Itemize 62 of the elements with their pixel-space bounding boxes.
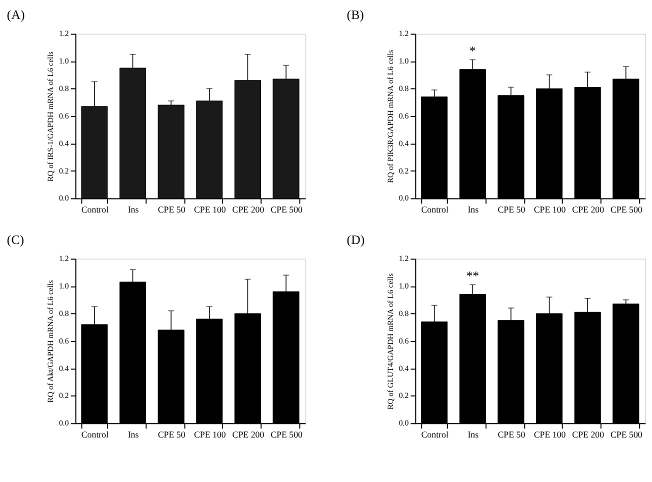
x-tick-label: CPE 200	[232, 430, 265, 440]
x-tick-label: Control	[421, 204, 449, 215]
y-tick-label: 0.4	[398, 138, 409, 148]
x-tick-label: CPE 100	[534, 430, 566, 440]
y-tick-label: 0.2	[58, 391, 69, 400]
y-tick-label: 0.8	[398, 84, 409, 94]
y-tick-label: 1.2	[58, 29, 69, 38]
x-tick-label: CPE 200	[232, 204, 265, 215]
chart-title: (B)	[346, 8, 364, 22]
y-tick-label: 1.2	[58, 254, 69, 264]
y-tick-label: 0.8	[58, 84, 69, 94]
y-tick-label: 0.0	[398, 194, 409, 203]
x-tick-label: Control	[421, 430, 449, 440]
y-tick-label: 0.2	[58, 166, 69, 176]
x-tick-label: CPE 500	[270, 204, 304, 215]
y-tick-label: 0.4	[58, 364, 69, 373]
x-tick-label: Ins	[468, 430, 480, 440]
x-tick-label: Ins	[128, 204, 140, 215]
y-axis-title: RQ of PIK3R/GAPDH mRNA of L6 cells	[386, 50, 395, 184]
y-tick-label: 0.8	[58, 308, 69, 318]
x-tick-label: Control	[81, 204, 110, 215]
y-axis-title: RQ of IRS-1/GAPDH mRNA of L6 cells	[46, 51, 56, 182]
chart-title: (A)	[6, 8, 25, 22]
y-tick-label: 1.0	[58, 282, 69, 291]
y-tick-label: 1.0	[398, 56, 409, 66]
x-tick-label: CPE 100	[534, 204, 566, 215]
y-tick-label: 0.2	[398, 166, 409, 176]
x-tick-label: CPE 500	[610, 430, 643, 440]
x-tick-label: CPE 50	[158, 430, 186, 440]
x-tick-label: CPE 50	[498, 430, 526, 440]
chart-title: (D)	[346, 232, 365, 247]
y-axis-title: RQ of Akt/GAPDH mRNA of L6 cells	[46, 280, 56, 403]
annotation: **	[466, 268, 480, 283]
chart-title: (C)	[6, 232, 24, 247]
y-tick-label: 0.2	[398, 391, 409, 400]
y-tick-label: 0.6	[398, 111, 409, 120]
y-tick-label: 0.0	[58, 418, 69, 428]
y-tick-label: 0.6	[58, 111, 69, 120]
y-tick-label: 1.0	[58, 56, 69, 66]
x-tick-label: CPE 200	[572, 430, 605, 440]
annotation: *	[469, 44, 476, 58]
y-axis-title: RQ of GLUT4/GAPDH mRNA of L6 cells	[386, 273, 395, 410]
y-tick-label: 1.2	[398, 254, 409, 264]
y-tick-label: 0.6	[398, 336, 409, 346]
y-tick-label: 0.4	[58, 138, 69, 148]
y-tick-label: 0.4	[398, 364, 409, 373]
y-tick-label: 0.0	[398, 418, 409, 428]
x-tick-label: Ins	[128, 430, 140, 440]
x-tick-label: CPE 200	[572, 204, 605, 215]
x-tick-label: CPE 100	[194, 204, 226, 215]
x-tick-label: CPE 500	[270, 430, 304, 440]
y-tick-label: 1.2	[398, 29, 409, 38]
x-tick-label: CPE 50	[158, 204, 186, 215]
y-tick-label: 0.0	[58, 194, 69, 203]
x-tick-label: Control	[81, 430, 110, 440]
x-tick-label: Ins	[468, 204, 480, 215]
x-tick-label: CPE 500	[610, 204, 643, 215]
y-tick-label: 1.0	[398, 282, 409, 291]
x-tick-label: CPE 50	[498, 204, 526, 215]
y-tick-label: 0.6	[58, 336, 69, 346]
x-tick-label: CPE 100	[194, 430, 226, 440]
y-tick-label: 0.8	[398, 308, 409, 318]
